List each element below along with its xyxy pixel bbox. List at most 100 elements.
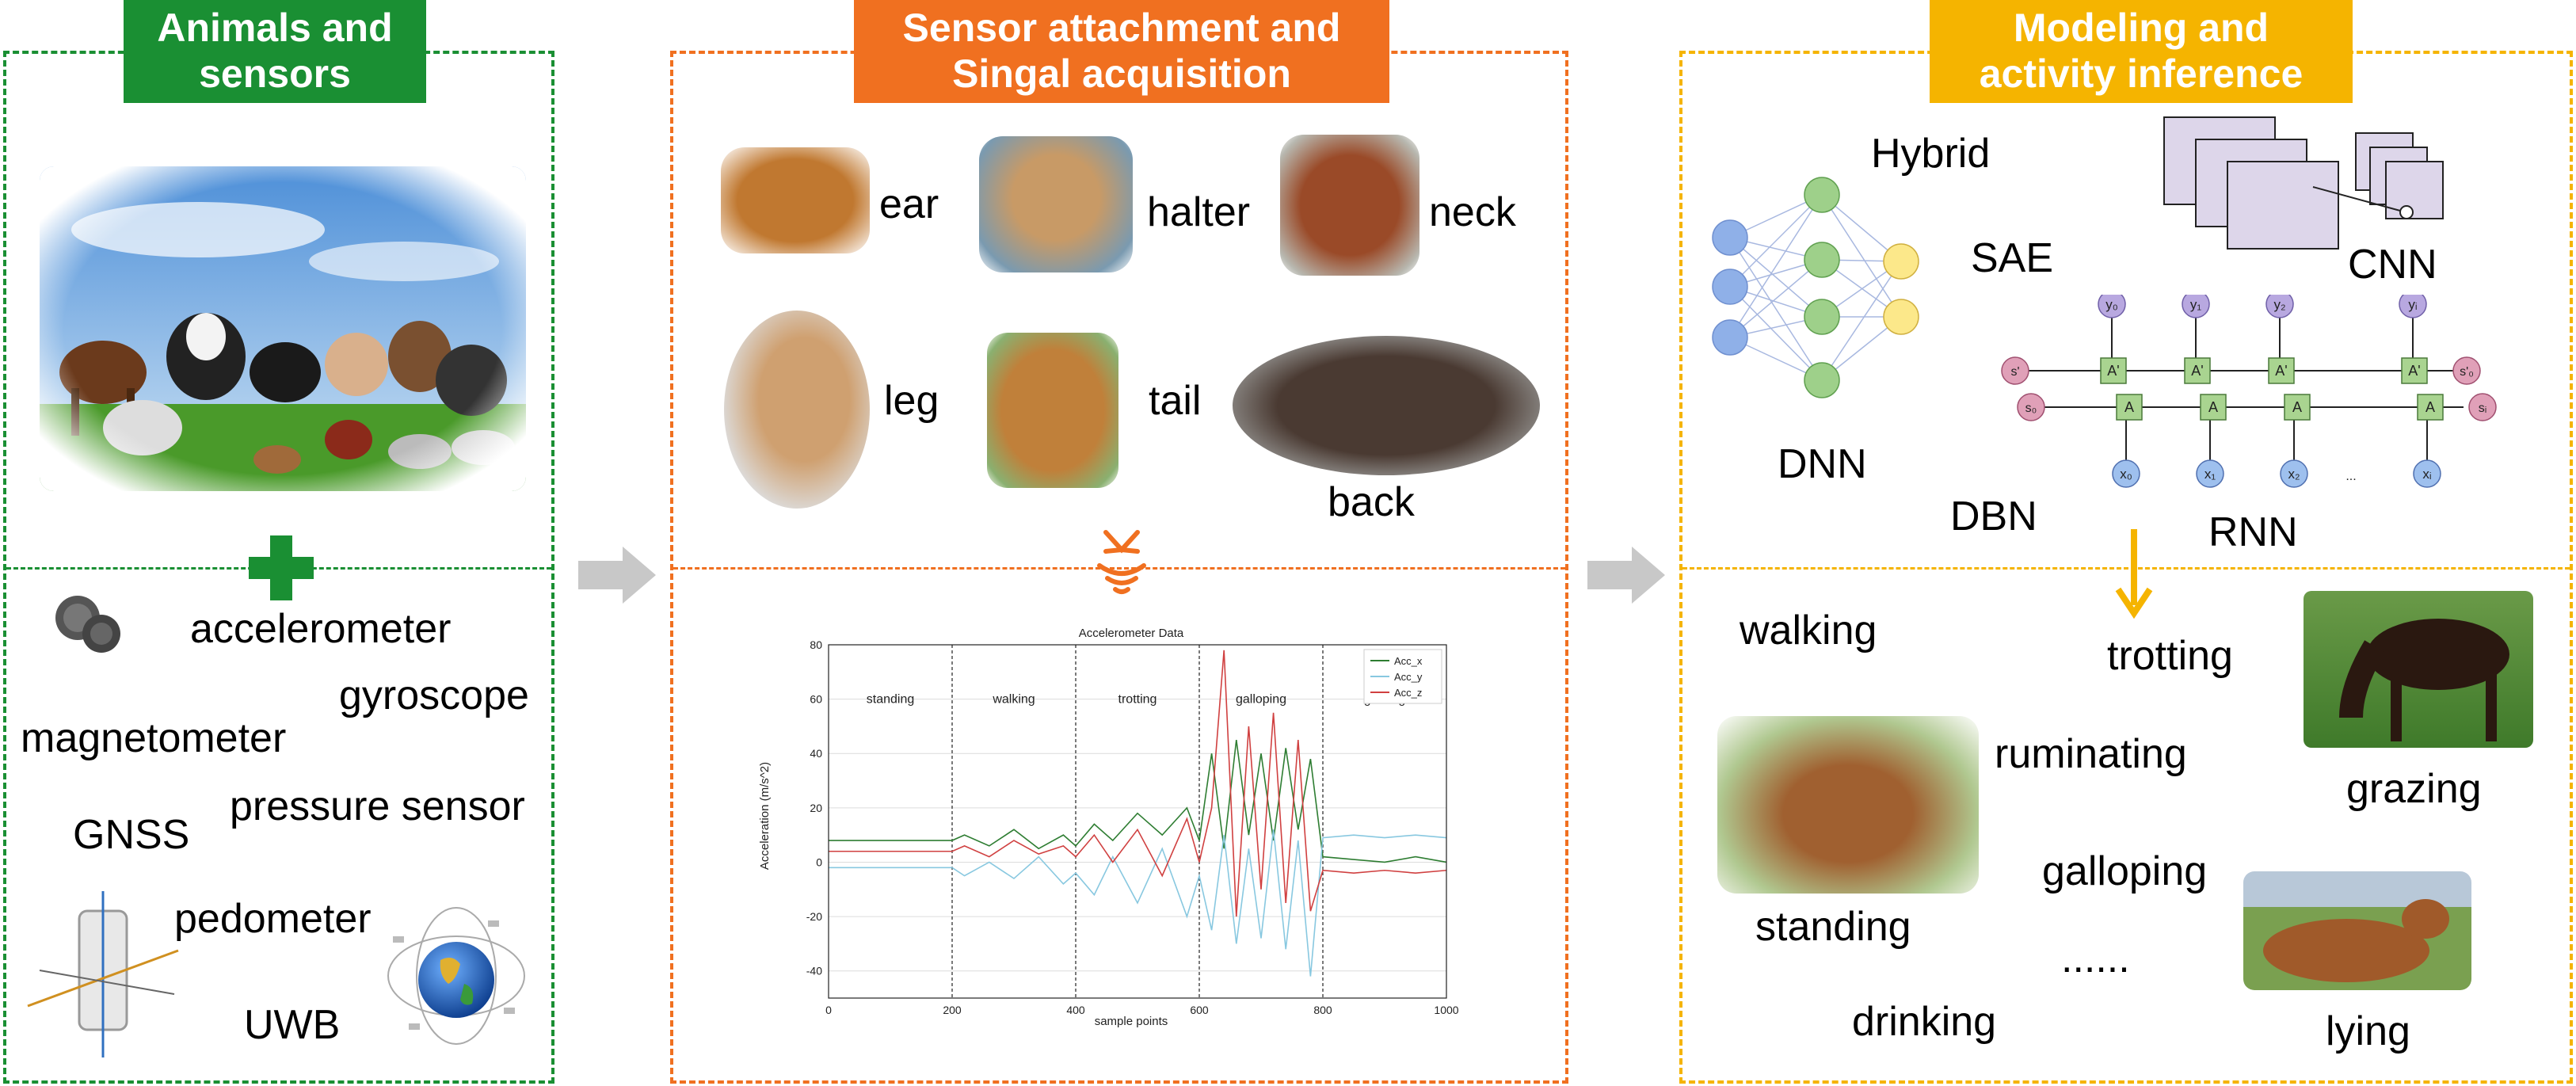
sensor-label-gnss: GNSS (73, 812, 190, 858)
sensor-label-accelerometer: accelerometer (190, 606, 452, 652)
chart-segment-label: galloping (1236, 693, 1286, 707)
rnn-backward-cell-label: A' (2191, 363, 2203, 379)
chart-xtick-label: 600 (1190, 1004, 1209, 1016)
chart-segment-label: standing (867, 693, 915, 707)
photo-halter (979, 136, 1133, 272)
rnn-backward-cell (2401, 357, 2428, 384)
rnn-output-node (2182, 295, 2210, 318)
activity-label-grazing: grazing (2346, 766, 2482, 812)
rnn-state-label: sᵢ (2479, 402, 2487, 415)
chart-ytick-label: 80 (810, 638, 822, 651)
activity-label-walking: walking (1740, 608, 1877, 654)
chart-ytick-label: -20 (806, 910, 822, 923)
rnn-forward-cell-label: A (2124, 399, 2134, 415)
chart-series-line (829, 650, 1447, 917)
chart-xtick-label: 0 (825, 1004, 832, 1016)
chart-ylabel: Acceleration (m/s^2) (758, 762, 772, 870)
flow-arrow-2 (1587, 547, 1667, 604)
chart-series-line (829, 739, 1447, 863)
sensor-label-magnetometer: magnetometer (21, 715, 287, 761)
chart-plot-frame (828, 644, 1447, 999)
rnn-backward-cell-label: A' (2275, 363, 2287, 379)
sensor-label-pedometer: pedometer (174, 896, 372, 942)
chart-legend-label: Acc_x (1394, 655, 1423, 667)
photo-tail (987, 333, 1118, 488)
rnn-state-label: s₀ (2025, 402, 2037, 415)
flow-arrow-1 (578, 547, 657, 604)
photo-standing-cattle (1717, 716, 1979, 894)
activity-label-drinking: drinking (1852, 999, 1997, 1045)
rnn-input-label: x₁ (2204, 467, 2216, 482)
chart-ytick-label: 60 (810, 693, 822, 706)
rnn-backward-cell-label: A' (2107, 363, 2119, 379)
chart-xtick-label: 400 (1066, 1004, 1085, 1016)
rnn-forward-cell (2417, 394, 2444, 421)
activity-label-ellipsis: ...... (2061, 935, 2130, 981)
chart-legend-label: Acc_y (1394, 671, 1423, 683)
rnn-output-node (2098, 295, 2126, 318)
model-label-cnn: CNN (2348, 242, 2437, 288)
plus-icon (249, 535, 314, 600)
attachment-header: Sensor attachment and Singal acquisition (854, 0, 1389, 103)
chart-xtick-label: 800 (1313, 1004, 1332, 1016)
rnn-output-label: y₀ (2105, 297, 2118, 312)
rnn-ellipsis: ... (2345, 470, 2356, 483)
chart-ytick-label: -40 (806, 965, 822, 977)
sensor-label-uwb: UWB (244, 1002, 341, 1048)
photo-back (1233, 336, 1540, 475)
globe-satellites-icon (385, 905, 528, 1047)
rnn-state-node (2017, 393, 2045, 421)
activity-label-trotting: trotting (2107, 633, 2233, 679)
rnn-forward-cell-label: A (2292, 399, 2302, 415)
rnn-input-label: x₀ (2120, 467, 2132, 482)
phone-axes-icon (24, 887, 182, 1061)
activity-label-lying: lying (2326, 1008, 2410, 1054)
rnn-state-node (2468, 393, 2497, 421)
chart-legend-label: Acc_z (1394, 687, 1422, 699)
chart-ytick-label: 40 (810, 747, 822, 760)
animals-header: Animals and sensors (124, 0, 426, 103)
rnn-input-node (2196, 459, 2224, 488)
rnn-output-label: yᵢ (2408, 297, 2417, 312)
chart-series-line (829, 829, 1447, 977)
rnn-input-node (2112, 459, 2140, 488)
position-label-back: back (1328, 479, 1415, 525)
rnn-state-node (2452, 356, 2481, 385)
activity-label-ruminating: ruminating (1995, 731, 2187, 777)
rnn-backward-cell (2100, 357, 2127, 384)
rnn-backward-cell (2268, 357, 2295, 384)
panel-attachment-divider (673, 567, 1565, 570)
model-label-dnn: DNN (1778, 441, 1867, 487)
dnn-network-diagram (1712, 177, 1919, 398)
chart-ytick-label: 20 (810, 802, 822, 814)
rnn-input-label: x₂ (2288, 467, 2300, 482)
position-label-tail: tail (1149, 378, 1202, 424)
farm-animals-photo (40, 166, 526, 491)
rnn-output-label: y₂ (2273, 297, 2285, 312)
photo-ear (721, 147, 870, 253)
position-label-halter: halter (1147, 189, 1251, 235)
rnn-state-node (2001, 356, 2029, 385)
model-label-rnn: RNN (2208, 509, 2298, 555)
cnn-feature-maps-diagram (2163, 116, 2444, 250)
position-label-ear: ear (879, 181, 939, 227)
rnn-forward-cell (2116, 394, 2143, 421)
panel-modeling-divider (1682, 567, 2570, 570)
rnn-forward-cell (2200, 394, 2227, 421)
rnn-bidirectional-diagram: A' Ay₀ x₀ A' Ay₁ x₁ A' Ay₂ x₂ A' Ayᵢ xᵢ... s' s₀ s'₀ sᵢ (2001, 295, 2497, 488)
sensor-device-icon (48, 593, 127, 656)
model-label-hybrid: Hybrid (1871, 131, 1991, 177)
rnn-input-label: xᵢ (2422, 467, 2431, 482)
chart-segment-label: trotting (1118, 693, 1157, 707)
chart-ytick-label: 0 (816, 855, 822, 868)
rnn-forward-cell-label: A (2208, 399, 2218, 415)
rnn-output-label: y₁ (2190, 297, 2202, 312)
modeling-header: Modeling and activity inference (1930, 0, 2353, 103)
activity-label-standing: standing (1755, 904, 1911, 950)
rnn-state-label: s'₀ (2460, 365, 2474, 379)
rnn-backward-cell-label: A' (2408, 363, 2420, 379)
rnn-input-node (2413, 459, 2441, 488)
position-label-neck: neck (1429, 189, 1516, 235)
chart-xlabel: sample points (1095, 1015, 1168, 1028)
position-label-leg: leg (884, 378, 939, 424)
